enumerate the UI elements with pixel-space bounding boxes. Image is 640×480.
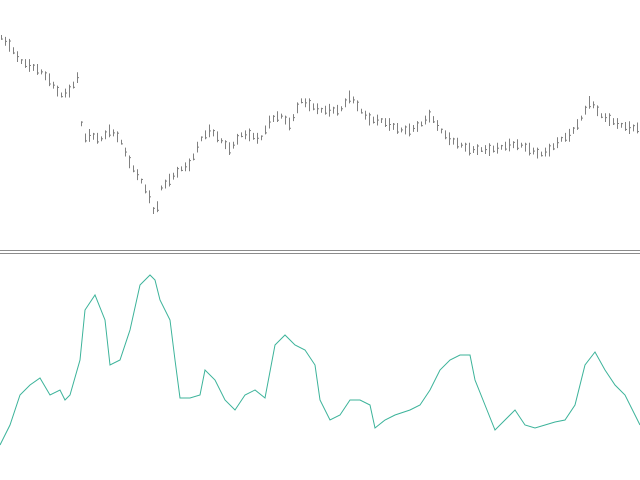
indicator-line — [0, 274, 640, 446]
indicator-pane — [0, 274, 640, 446]
price-pane — [1, 34, 639, 215]
